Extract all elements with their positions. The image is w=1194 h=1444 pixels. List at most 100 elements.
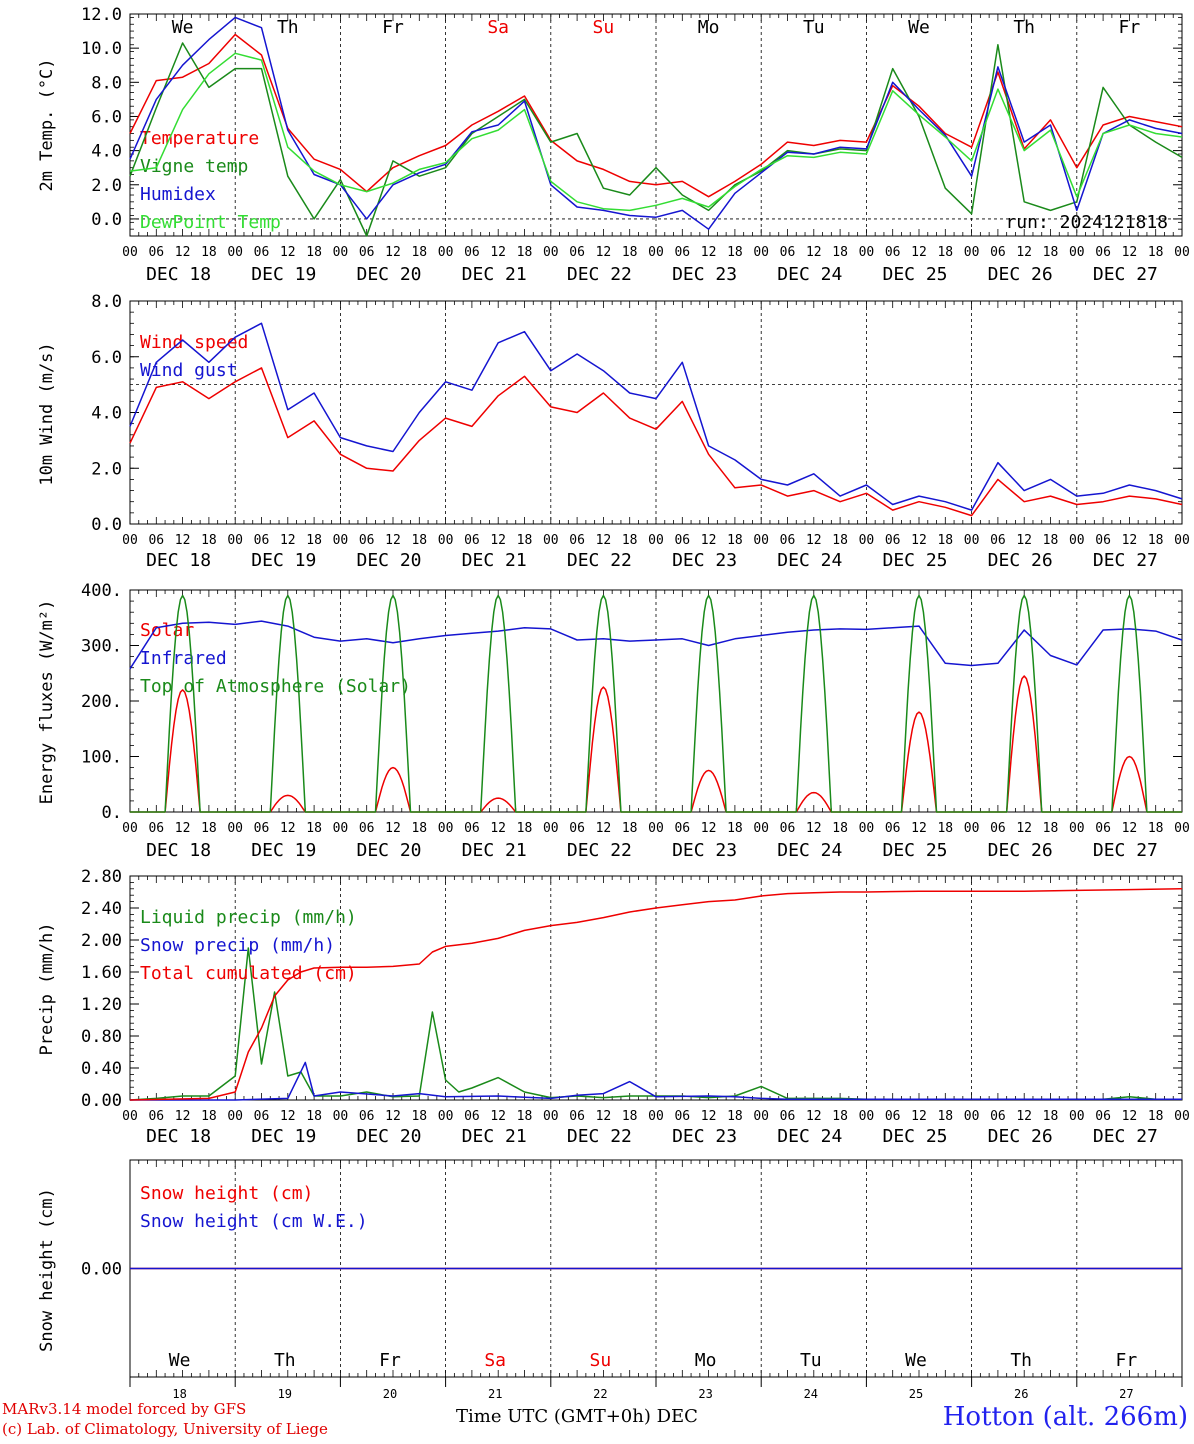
hour-label: 06 (885, 1109, 901, 1124)
day-number-label: 23 (698, 1387, 712, 1401)
y-axis-label: Snow height (cm) (37, 1188, 57, 1352)
hour-label: 06 (885, 245, 901, 260)
hour-label: 06 (359, 1109, 375, 1124)
hour-label: 00 (438, 533, 454, 548)
date-label: DEC 20 (356, 264, 421, 285)
hour-label: 06 (254, 533, 270, 548)
hour-label: 18 (1148, 533, 1164, 548)
hour-label: 18 (306, 821, 322, 836)
hour-label: 18 (832, 821, 848, 836)
date-label: DEC 26 (988, 1126, 1053, 1147)
date-label: DEC 20 (356, 840, 421, 861)
hour-label: 06 (359, 821, 375, 836)
hour-label: 00 (333, 1109, 349, 1124)
date-label: DEC 21 (462, 1126, 527, 1147)
hour-label: 06 (674, 245, 690, 260)
series-line-2 (129, 620, 1183, 670)
weekday-label: We (172, 17, 194, 38)
series-line-1 (129, 367, 1183, 517)
hour-label: 06 (359, 533, 375, 548)
date-label: DEC 25 (882, 264, 947, 285)
hour-label: 12 (175, 245, 191, 260)
date-label: DEC 21 (462, 840, 527, 861)
hour-label: 18 (517, 245, 533, 260)
hour-label: 18 (937, 821, 953, 836)
weekday-label: Tu (800, 1350, 822, 1371)
series-line-2 (130, 1061, 1182, 1101)
hour-label: 00 (859, 821, 875, 836)
date-label: DEC 22 (567, 1126, 632, 1147)
hour-label: 18 (201, 821, 217, 836)
y-tick-label: 0.00 (81, 1091, 122, 1111)
hour-label: 00 (543, 1109, 559, 1124)
date-label: DEC 19 (251, 840, 316, 861)
hour-label: 18 (937, 245, 953, 260)
hour-label: 06 (674, 533, 690, 548)
hour-label: 12 (911, 1109, 927, 1124)
day-number-label: 27 (1119, 1387, 1133, 1401)
hour-label: 00 (1174, 1109, 1190, 1124)
y-axis-label: 2m Temp. (°C) (37, 58, 57, 191)
hour-label: 00 (227, 533, 243, 548)
hour-label: 00 (333, 245, 349, 260)
weekday-label: Th (274, 1350, 296, 1371)
date-label: DEC 18 (146, 264, 211, 285)
hour-label: 18 (937, 1109, 953, 1124)
hour-label: 00 (438, 821, 454, 836)
hour-label: 12 (911, 821, 927, 836)
y-tick-label: 0.80 (81, 1027, 122, 1047)
hour-label: 06 (569, 1109, 585, 1124)
weekday-label: Th (1010, 1350, 1032, 1371)
hour-label: 00 (122, 245, 138, 260)
day-number-label: 24 (804, 1387, 818, 1401)
hour-label: 12 (596, 1109, 612, 1124)
date-label: DEC 25 (882, 550, 947, 571)
hour-label: 00 (964, 821, 980, 836)
hour-label: 00 (648, 1109, 664, 1124)
hour-label: 12 (806, 821, 822, 836)
weekday-label: We (905, 1350, 927, 1371)
date-label: DEC 24 (777, 264, 842, 285)
date-label: DEC 21 (462, 264, 527, 285)
hour-label: 06 (569, 821, 585, 836)
y-tick-label: 10.0 (81, 39, 122, 59)
y-tick-label: 6.0 (91, 348, 122, 368)
y-tick-label: 200. (81, 692, 122, 712)
legend-entry: Infrared (140, 648, 227, 669)
hour-label: 06 (254, 245, 270, 260)
hour-label: 12 (806, 1109, 822, 1124)
hour-label: 12 (280, 533, 296, 548)
hour-label: 06 (464, 533, 480, 548)
weekday-label: Th (1013, 17, 1035, 38)
lab-credit: (c) Lab. of Climatology, University of L… (2, 1420, 328, 1438)
hour-label: 12 (1122, 533, 1138, 548)
hour-label: 18 (306, 245, 322, 260)
hour-label: 12 (911, 245, 927, 260)
run-annotation: run: 2024121818 (1005, 212, 1168, 233)
date-label: DEC 24 (777, 1126, 842, 1147)
hour-label: 00 (964, 1109, 980, 1124)
date-label: DEC 22 (567, 264, 632, 285)
y-tick-label: 300. (81, 637, 122, 657)
y-tick-label: 0.00 (81, 1260, 122, 1280)
hour-label: 12 (701, 1109, 717, 1124)
panel-5: 0.00 Snow height (cm) Snow height (cm) Snow… (37, 1159, 1183, 1378)
series-line-3 (129, 16, 1183, 230)
day-number-label: 25 (909, 1387, 923, 1401)
hour-label: 06 (569, 533, 585, 548)
date-label: DEC 18 (146, 1126, 211, 1147)
hour-label: 00 (122, 821, 138, 836)
hour-label: 00 (543, 821, 559, 836)
hour-label: 06 (359, 245, 375, 260)
legend-entry: Top of Atmosphere (Solar) (140, 676, 411, 697)
day-number-label: 21 (488, 1387, 502, 1401)
hour-label: 06 (148, 821, 164, 836)
hour-label: 00 (964, 245, 980, 260)
date-label: DEC 18 (146, 550, 211, 571)
hour-label: 06 (885, 533, 901, 548)
hour-label: 18 (832, 1109, 848, 1124)
y-tick-label: 2.80 (81, 867, 122, 887)
weekday-label: Sa (484, 1350, 506, 1371)
panel-4: 2.80 2.40 2.00 1.60 1.20 0.80 0.40 0.00 Precip (… (37, 867, 1190, 1147)
